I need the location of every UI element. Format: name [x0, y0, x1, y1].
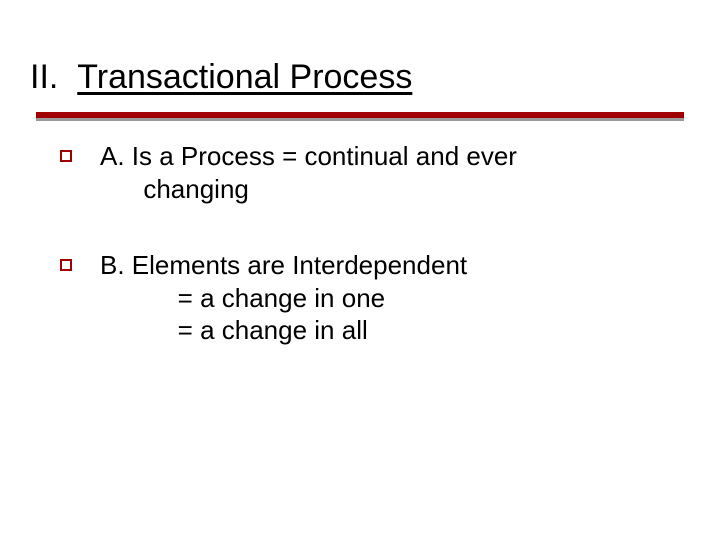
- title-number: II.: [30, 58, 77, 97]
- text-line: A. Is a Process = continual and ever: [96, 140, 680, 173]
- title-text: Transactional Process: [77, 58, 412, 97]
- text-line: = a change in all: [96, 314, 680, 347]
- slide: II. Transactional Process A. Is a Proces…: [0, 0, 720, 540]
- square-bullet-icon: [60, 259, 72, 271]
- body-content: A. Is a Process = continual and ever cha…: [60, 140, 680, 347]
- item-text: A. Is a Process = continual and ever cha…: [96, 140, 680, 205]
- text-line: changing: [96, 173, 680, 206]
- item-text: B. Elements are Interdependent = a chang…: [96, 249, 680, 347]
- title-rule: [36, 112, 684, 121]
- square-bullet-icon: [60, 150, 72, 162]
- text-line: = a change in one: [96, 282, 680, 315]
- rule-gray: [36, 118, 684, 121]
- list-item: A. Is a Process = continual and ever cha…: [60, 140, 680, 205]
- slide-title: II. Transactional Process: [30, 58, 690, 97]
- text-line: B. Elements are Interdependent: [96, 249, 680, 282]
- list-item: B. Elements are Interdependent = a chang…: [60, 249, 680, 347]
